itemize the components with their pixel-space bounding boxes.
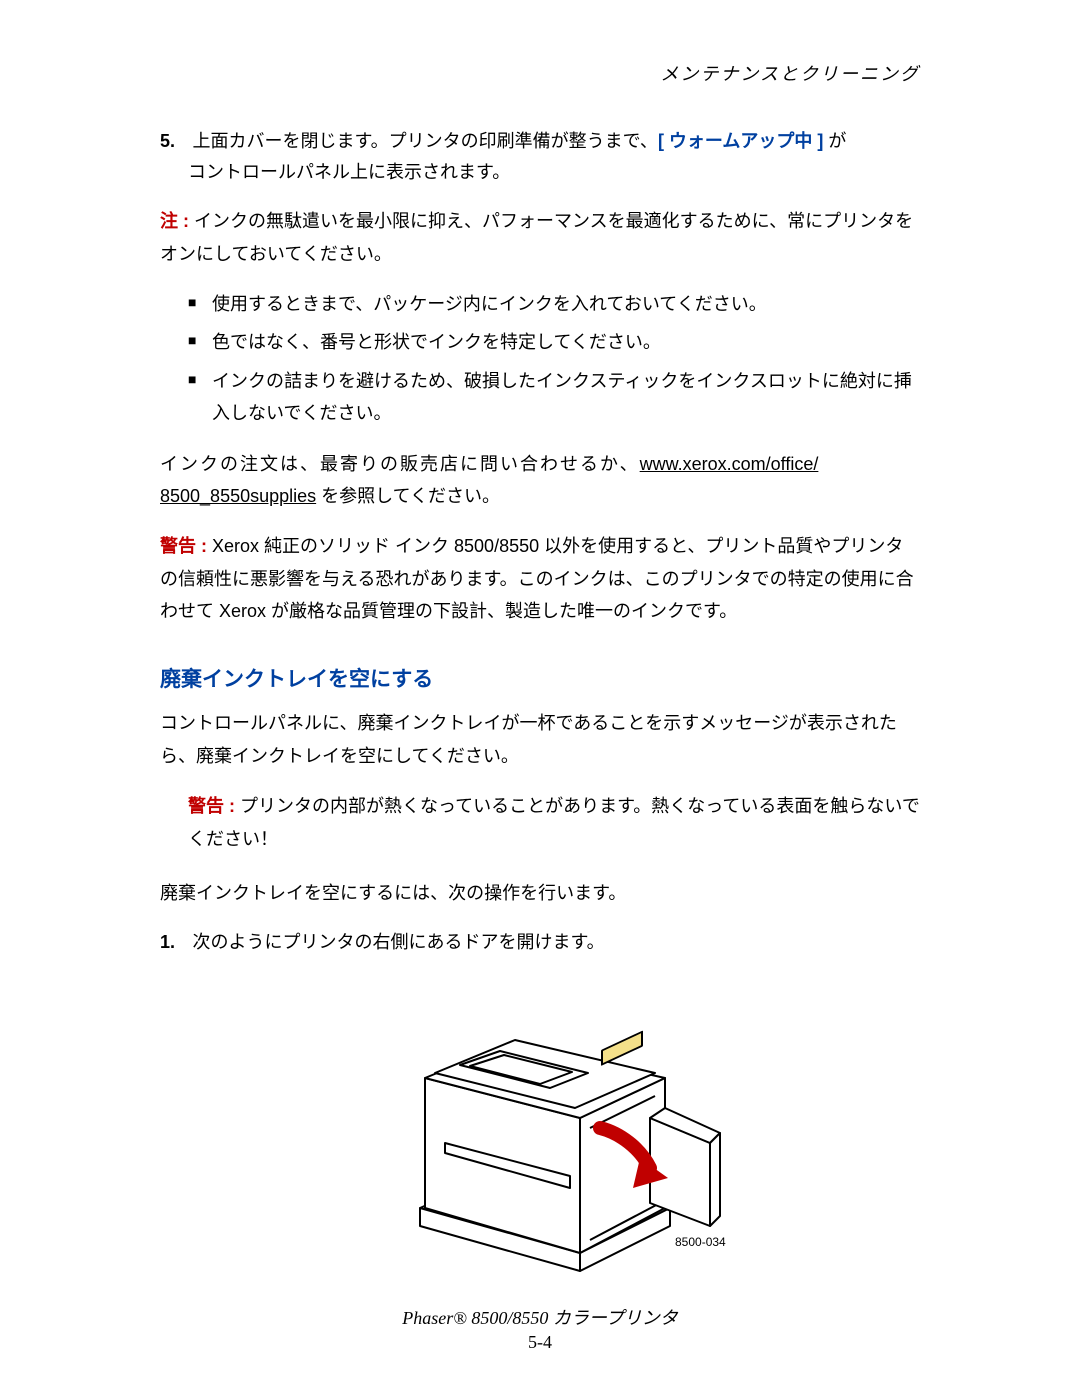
ui-state-label: [ ウォームアップ中 ] [658, 131, 823, 151]
step-number: 1. [160, 932, 188, 953]
step-body: 上面カバーを閉じます。プリンタの印刷準備が整うまで、[ ウォームアップ中 ] が… [160, 131, 920, 187]
printer-illustration: 8500-034 [350, 978, 730, 1278]
page: メンテナンスとクリーニング 5. 上面カバーを閉じます。プリンタの印刷準備が整う… [0, 0, 1080, 1397]
page-header: メンテナンスとクリーニング [160, 60, 920, 86]
bullet-list: 使用するときまで、パッケージ内にインクを入れておいてください。 色ではなく、番号… [160, 288, 920, 430]
figure-id: 8500-034 [675, 1235, 726, 1249]
list-item: 使用するときまで、パッケージ内にインクを入れておいてください。 [188, 288, 920, 320]
step5-line2: コントロールパネル上に表示されます。 [160, 157, 920, 188]
supplies-link-1[interactable]: www.xerox.com/office/ [640, 454, 819, 474]
figure: 8500-034 [160, 978, 920, 1283]
step5-post: が [823, 131, 846, 151]
supplies-link-2[interactable]: 8500_8550supplies [160, 486, 316, 506]
step-number: 5. [160, 131, 188, 152]
order-pre: インクの注文は、最寄りの販売店に問い合わせるか、 [160, 454, 640, 474]
product-name-jp: カラープリンタ [553, 1308, 678, 1328]
warning-2: 警告 : プリンタの内部が熱くなっていることがあります。熱くなっている表面を触ら… [160, 790, 920, 855]
warning-1: 警告 : Xerox 純正のソリッド インク 8500/8550 以外を使用する… [160, 530, 920, 627]
breadcrumb: メンテナンスとクリーニング [660, 64, 920, 84]
list-item: インクの詰まりを避けるため、破損したインクスティックをインクスロットに絶対に挿入… [188, 365, 920, 430]
procedure-step-1: 1. 次のようにプリンタの右側にあるドアを開けます。 [160, 927, 920, 958]
page-footer: Phaser® 8500/8550 カラープリンタ 5-4 [0, 1304, 1080, 1353]
section-title: 廃棄インクトレイを空にする [160, 663, 920, 693]
order-paragraph: インクの注文は、最寄りの販売店に問い合わせるか、www.xerox.com/of… [160, 448, 920, 513]
warning-text: プリンタの内部が熱くなっていることがあります。熱くなっている表面を触らないでくだ… [188, 796, 920, 848]
step5-pre: 上面カバーを閉じます。プリンタの印刷準備が整うまで、 [192, 131, 657, 151]
step-body: 次のようにプリンタの右側にあるドアを開けます。 [192, 932, 604, 952]
page-number: 5-4 [0, 1332, 1080, 1353]
note-text: インクの無駄遣いを最小限に抑え、パフォーマンスを最適化するために、常にプリンタを… [160, 211, 913, 263]
note-label: 注 : [160, 211, 194, 231]
warning-text: Xerox 純正のソリッド インク 8500/8550 以外を使用すると、プリン… [160, 536, 914, 621]
warning-label: 警告 : [160, 536, 212, 556]
product-name: Phaser® 8500/8550 [402, 1308, 553, 1328]
procedure-lead: 廃棄インクトレイを空にするには、次の操作を行います。 [160, 877, 920, 909]
section-intro: コントロールパネルに、廃棄インクトレイが一杯であることを示すメッセージが表示され… [160, 707, 920, 772]
list-item: 色ではなく、番号と形状でインクを特定してください。 [188, 326, 920, 358]
warning-label: 警告 : [188, 796, 240, 816]
step-5: 5. 上面カバーを閉じます。プリンタの印刷準備が整うまで、[ ウォームアップ中 … [160, 126, 920, 187]
order-post: を参照してください。 [316, 486, 500, 506]
note-paragraph: 注 : インクの無駄遣いを最小限に抑え、パフォーマンスを最適化するために、常にプ… [160, 205, 920, 270]
